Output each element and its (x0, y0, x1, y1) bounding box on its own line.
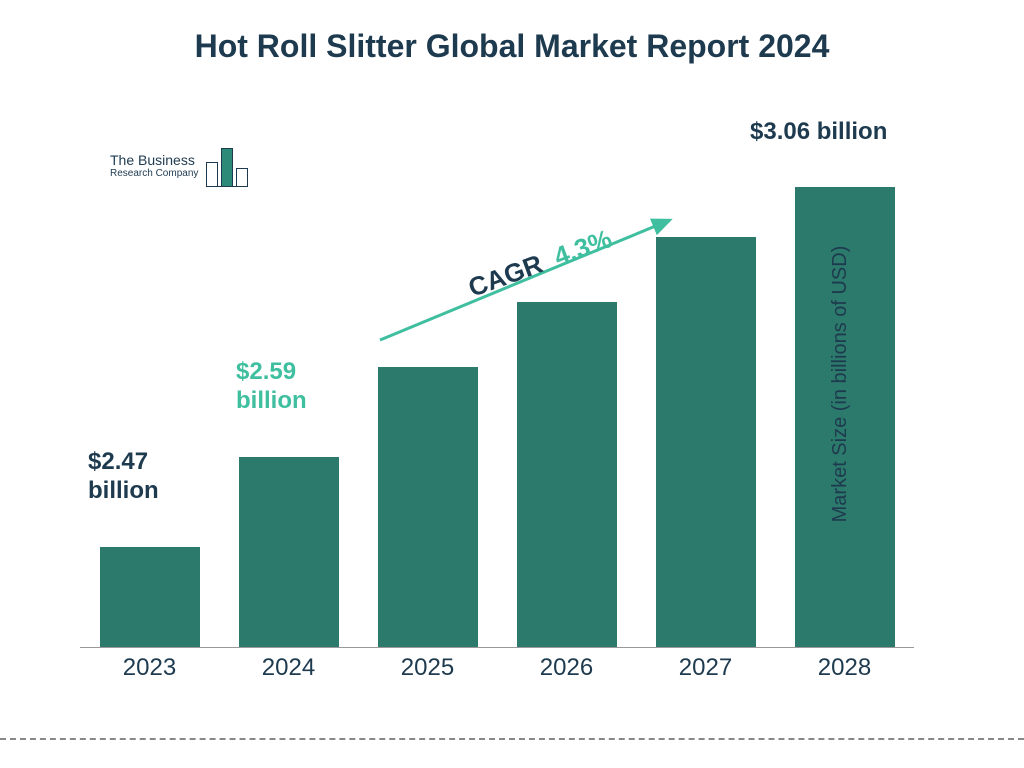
x-axis-labels: 2023 2024 2025 2026 2027 2028 (80, 648, 914, 688)
bar-2025 (378, 367, 478, 647)
bar-group (224, 457, 354, 647)
x-label: 2026 (502, 654, 632, 682)
x-label: 2025 (363, 654, 493, 682)
y-axis-label: Market Size (in billions of USD) (829, 246, 852, 523)
data-label-2024: $2.59 billion (236, 358, 307, 416)
bar-2026 (517, 302, 617, 647)
x-label: 2027 (641, 654, 771, 682)
x-label: 2023 (85, 654, 215, 682)
bottom-dashed-line (0, 738, 1024, 740)
bar-group (85, 547, 215, 647)
x-label: 2024 (224, 654, 354, 682)
bar-group (502, 302, 632, 647)
cagr-annotation: CAGR 4.3% (370, 210, 690, 350)
bar-group (363, 367, 493, 647)
chart-title: Hot Roll Slitter Global Market Report 20… (0, 0, 1024, 65)
bar-2023 (100, 547, 200, 647)
bar-2024 (239, 457, 339, 647)
data-label-2028: $3.06 billion (750, 118, 887, 147)
x-label: 2028 (780, 654, 910, 682)
data-label-2023: $2.47 billion (88, 448, 159, 506)
